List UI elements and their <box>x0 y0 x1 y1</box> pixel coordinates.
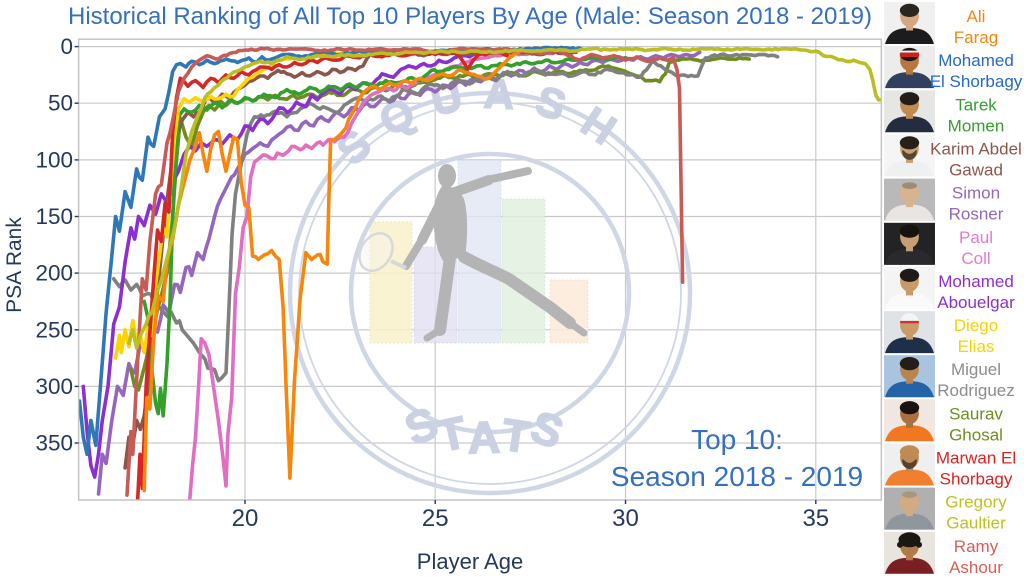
svg-text:Tarek: Tarek <box>955 95 997 114</box>
svg-text:Diego: Diego <box>954 316 998 335</box>
svg-text:Mohamed: Mohamed <box>938 51 1014 70</box>
svg-text:Momen: Momen <box>948 116 1005 135</box>
svg-text:350: 350 <box>35 431 73 456</box>
svg-text:100: 100 <box>35 147 73 172</box>
svg-text:50: 50 <box>48 91 73 116</box>
svg-text:Rodriguez: Rodriguez <box>937 381 1015 400</box>
svg-text:Season 2018 - 2019: Season 2018 - 2019 <box>611 461 863 492</box>
svg-text:Player Age: Player Age <box>417 549 523 574</box>
svg-text:Gregory: Gregory <box>945 493 1007 512</box>
svg-text:20: 20 <box>232 505 259 532</box>
svg-text:Ghosal: Ghosal <box>949 425 1003 444</box>
svg-text:300: 300 <box>35 374 73 399</box>
svg-text:Miguel: Miguel <box>951 360 1001 379</box>
svg-text:25: 25 <box>422 505 449 532</box>
svg-text:Marwan El: Marwan El <box>936 449 1016 468</box>
svg-text:Saurav: Saurav <box>949 404 1003 423</box>
svg-text:A: A <box>467 411 501 463</box>
svg-text:Elias: Elias <box>958 337 995 356</box>
svg-text:El Shorbagy: El Shorbagy <box>930 72 1023 91</box>
svg-text:Coll: Coll <box>961 249 990 268</box>
svg-text:Abouelgar: Abouelgar <box>937 293 1015 312</box>
svg-text:Historical Ranking of All Top: Historical Ranking of All Top 10 Players… <box>68 3 872 30</box>
svg-text:0: 0 <box>60 34 73 59</box>
svg-text:Karim Abdel: Karim Abdel <box>930 139 1022 158</box>
svg-text:Ramy: Ramy <box>954 537 999 556</box>
svg-text:Gaultier: Gaultier <box>946 514 1006 533</box>
svg-text:150: 150 <box>35 204 73 229</box>
svg-text:Ali: Ali <box>967 7 986 26</box>
svg-text:Mohamed: Mohamed <box>938 272 1014 291</box>
svg-text:Farag: Farag <box>954 28 998 47</box>
svg-text:Rosner: Rosner <box>949 205 1004 224</box>
svg-text:200: 200 <box>35 261 73 286</box>
svg-text:Simon: Simon <box>952 184 1000 203</box>
svg-text:Top 10:: Top 10: <box>691 424 783 455</box>
svg-text:Paul: Paul <box>959 228 993 247</box>
svg-text:PSA Rank: PSA Rank <box>3 217 26 313</box>
svg-text:250: 250 <box>35 317 73 342</box>
svg-text:Ashour: Ashour <box>949 558 1003 577</box>
svg-text:30: 30 <box>612 505 639 532</box>
svg-text:Shorbagy: Shorbagy <box>940 470 1013 489</box>
svg-text:35: 35 <box>802 505 829 532</box>
svg-text:Gawad: Gawad <box>949 160 1003 179</box>
